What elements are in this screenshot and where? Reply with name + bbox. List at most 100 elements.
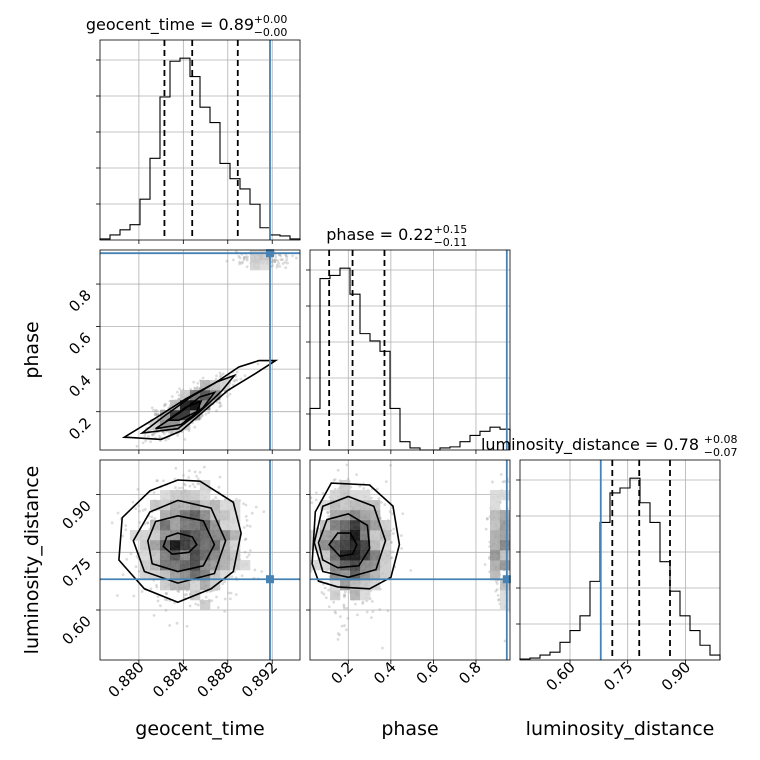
sample-point [155, 585, 159, 589]
density-cell [500, 530, 510, 541]
density-cell [370, 520, 381, 531]
sample-point [495, 582, 499, 585]
sample-point [242, 257, 246, 260]
sample-point [223, 597, 227, 601]
contour-level-4 [165, 399, 203, 421]
density-cell [210, 530, 221, 541]
sample-point [513, 573, 516, 576]
sample-point [327, 605, 331, 609]
sample-point [250, 511, 254, 515]
sample-point [174, 466, 178, 470]
sample-point [501, 480, 505, 484]
sample-point [284, 253, 288, 257]
density-cell [170, 560, 181, 571]
sample-point [511, 580, 514, 583]
sample-point [232, 379, 236, 383]
density-cell [180, 570, 191, 581]
density-cell [200, 380, 211, 391]
density-cell [320, 530, 331, 541]
density-cell [140, 560, 151, 571]
y-tick-label: 0.6 [65, 329, 95, 359]
density-cell [200, 550, 211, 561]
sample-point [503, 639, 507, 643]
density-cell [370, 530, 381, 541]
sample-point [234, 593, 238, 596]
density-cell [500, 520, 510, 531]
sample-point [164, 608, 168, 612]
density-cell [340, 490, 351, 501]
sample-point [196, 381, 200, 385]
sample-point [149, 440, 152, 444]
sample-point [245, 524, 249, 528]
title-plus: +0.08 [704, 433, 738, 446]
sample-point [137, 504, 141, 508]
sample-point [215, 374, 218, 378]
sample-point [274, 258, 277, 262]
sample-point [219, 404, 223, 407]
density-cell [350, 590, 361, 601]
density-cell [150, 550, 161, 561]
sample-point [218, 401, 222, 405]
density-cell [360, 590, 371, 601]
x-tick-label: 0.2 [328, 658, 358, 688]
sample-point [246, 255, 249, 259]
density-cell [230, 530, 241, 541]
density-cell [250, 250, 261, 261]
density-cell [220, 550, 231, 561]
sample-point [370, 616, 373, 620]
sample-point [241, 260, 245, 264]
density-cell [500, 550, 510, 561]
sample-point [510, 541, 513, 544]
density-cell [180, 540, 191, 551]
contour-level-1 [311, 482, 401, 590]
sample-point [242, 526, 246, 529]
sample-point [494, 580, 498, 583]
contour-level-2 [313, 495, 387, 579]
sample-point [283, 260, 287, 264]
sample-point [354, 602, 357, 606]
sample-point [334, 611, 338, 615]
sample-point [141, 508, 145, 512]
sample-point [182, 473, 185, 477]
sample-point [155, 583, 158, 587]
density-cell [360, 530, 371, 541]
sample-point [146, 521, 150, 525]
density-cell [320, 560, 331, 571]
sample-point [271, 260, 274, 264]
sample-point [342, 603, 346, 607]
sample-point [218, 405, 222, 408]
sample-point [346, 477, 350, 481]
density-cell [180, 520, 191, 531]
hist-panel-luminosity-distance: luminosity_distance = 0.78 +0.08−0.07 [481, 433, 738, 664]
density-cell [210, 550, 221, 561]
sample-point [345, 628, 348, 632]
sample-point [187, 469, 191, 473]
scatter-panel-phase-luminosity-distance [306, 459, 516, 664]
sample-point [112, 469, 115, 472]
sample-point [152, 432, 156, 436]
density-cell [180, 410, 191, 421]
density-cell [160, 420, 171, 431]
sample-point [285, 255, 289, 259]
sample-point [361, 602, 365, 605]
sample-point [273, 260, 277, 264]
density-cell [370, 570, 381, 581]
density-cell [340, 480, 351, 491]
sample-point [223, 580, 226, 584]
sample-point [141, 441, 145, 445]
sample-point [361, 600, 365, 604]
sample-point [274, 255, 278, 259]
sample-point [154, 413, 157, 417]
density-cell [180, 420, 191, 431]
sample-point [197, 481, 201, 485]
sample-point [134, 565, 138, 569]
density-cell [190, 520, 201, 531]
density-cell [360, 580, 371, 591]
contour-level-1 [121, 359, 279, 441]
sample-point [132, 594, 136, 598]
sample-point [116, 511, 120, 515]
sample-point [262, 510, 266, 514]
density-cell [150, 420, 161, 431]
density-cell [360, 490, 371, 501]
density-cell [190, 510, 201, 521]
